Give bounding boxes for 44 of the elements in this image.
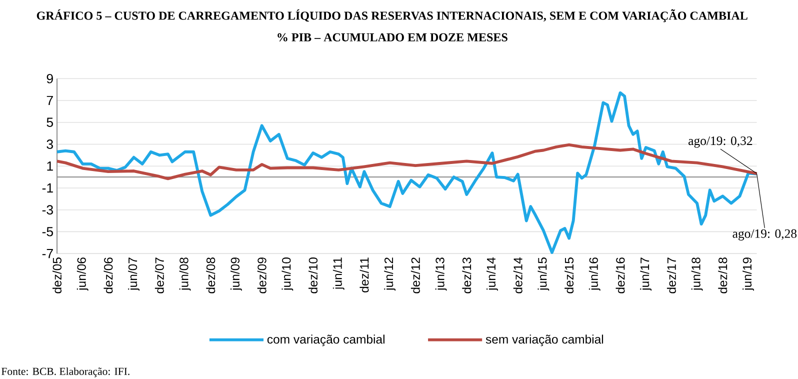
- x-tick-label: dez/13: [462, 257, 472, 294]
- x-tick-label: jun/16: [588, 257, 600, 290]
- x-tick-label: dez/06: [104, 257, 113, 294]
- legend-label: sem variação cambial: [486, 334, 604, 346]
- x-tick-label: jun/18: [691, 257, 703, 290]
- x-tick-label: jun/10: [282, 257, 294, 290]
- x-tick-label: dez/07: [154, 257, 164, 294]
- y-tick-label: -5: [42, 226, 54, 236]
- x-tick-label: jun/12: [384, 257, 396, 290]
- annotation: ago/19: 0,28: [732, 229, 797, 240]
- x-tick-label: jun/14: [486, 257, 498, 290]
- x-tick-label: dez/08: [206, 257, 216, 294]
- x-tick-label: dez/05: [52, 257, 62, 294]
- chart-title: GRÁFICO 5 – CUSTO DE CARREGAMENTO LÍQUIDO DAS RESERVAS INTERNACIONAIS, SEM E COM VARIAÇÃO CAMBIAL: [36, 9, 748, 22]
- y-tick-label: -3: [42, 204, 53, 214]
- x-tick-label: dez/15: [564, 257, 574, 294]
- x-tick-label: dez/17: [666, 257, 676, 294]
- legend-label: com variação cambial: [267, 334, 384, 346]
- x-tick-label: dez/14: [513, 257, 522, 294]
- y-tick-label: 9: [46, 74, 53, 84]
- x-tick-label: jun/19: [742, 257, 754, 290]
- x-tick-label: dez/18: [718, 257, 728, 294]
- x-tick-label: dez/11: [360, 257, 369, 292]
- x-tick-label: jun/08: [179, 257, 191, 290]
- x-tick-label: jun/13: [435, 257, 447, 290]
- annotation: ago/19: 0,32: [688, 136, 752, 148]
- source-note: Fonte: BCB. Elaboração: IFI.: [2, 367, 130, 378]
- x-tick-label: jun/09: [230, 257, 242, 290]
- x-tick-label: jun/11: [332, 257, 344, 290]
- chart-subtitle: % PIB – ACUMULADO EM DOZE MESES: [278, 33, 508, 42]
- y-tick-label: -7: [42, 248, 53, 258]
- x-tick-label: jun/07: [128, 257, 140, 290]
- y-tick-label: -1: [42, 183, 53, 192]
- x-tick-label: jun/17: [640, 257, 652, 290]
- x-tick-label: dez/10: [308, 257, 318, 294]
- x-tick-label: dez/09: [257, 257, 266, 294]
- y-tick-label: 7: [46, 96, 53, 105]
- x-tick-label: dez/16: [616, 257, 625, 294]
- y-tick-label: 3: [46, 139, 53, 149]
- x-tick-label: jun/15: [538, 257, 550, 290]
- y-tick-label: 1: [47, 161, 53, 170]
- x-tick-label: jun/06: [76, 257, 88, 290]
- y-tick-label: 5: [46, 118, 54, 127]
- x-tick-label: dez/12: [410, 257, 420, 294]
